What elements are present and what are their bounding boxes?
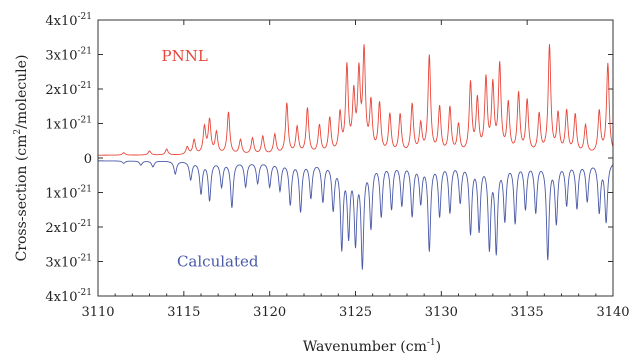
y-tick-label: 1x10-21 — [45, 185, 92, 202]
x-tick-label: 3130 — [425, 305, 458, 320]
y-tick-label: 0 — [84, 152, 92, 167]
y-axis-label: Cross-section (cm2/molecule) — [13, 55, 30, 262]
x-tick-label: 3140 — [596, 305, 629, 320]
x-axis-ticks: 3110 3115 3120 3125 3130 3135 3140 — [81, 20, 630, 320]
x-tick-label: 3115 — [167, 305, 200, 320]
y-axis-ticks: 4x10-21 3x10-21 2x10-21 1x10-21 0 1x10-21 2x10… — [45, 12, 613, 305]
x-tick-label: 3125 — [339, 305, 372, 320]
series-line-calculated — [98, 160, 614, 270]
series-layer — [98, 44, 614, 270]
annotation-layer: PNNL Calculated — [162, 47, 259, 270]
series-label-calculated: Calculated — [177, 253, 259, 271]
x-tick-label: 3110 — [81, 305, 114, 320]
y-tick-label: 2x10-21 — [45, 219, 92, 236]
plot-frame — [97, 19, 614, 297]
series-label-pnnl: PNNL — [162, 47, 208, 65]
y-tick-label: 1x10-21 — [45, 116, 92, 133]
y-tick-label: 3x10-21 — [45, 47, 92, 64]
y-tick-label: 3x10-21 — [45, 254, 92, 271]
y-tick-label: 4x10-21 — [45, 12, 92, 29]
x-tick-label: 3135 — [511, 305, 544, 320]
y-tick-label: 2x10-21 — [45, 81, 92, 98]
x-tick-label: 3120 — [253, 305, 286, 320]
y-tick-label: 4x10-21 — [45, 288, 92, 305]
series-line-pnnl — [98, 44, 614, 156]
x-axis-label: Wavenumber (cm-1) — [303, 338, 441, 355]
